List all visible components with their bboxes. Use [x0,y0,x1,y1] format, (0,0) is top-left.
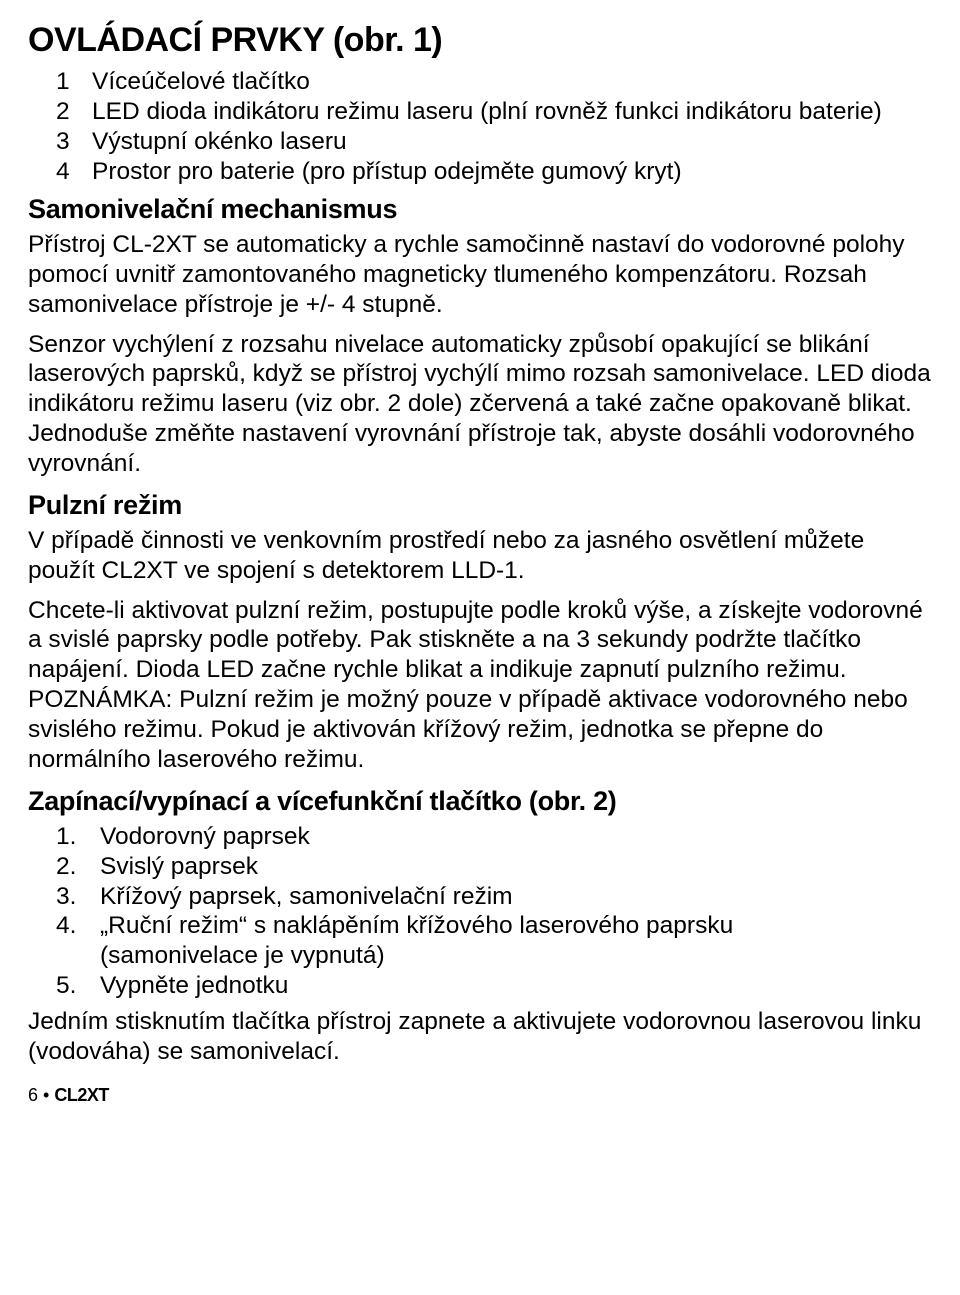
list-number: 4 [56,157,92,187]
paragraph: Jedním stisknutím tlačítka přístroj zapn… [28,1007,932,1067]
list-text: „Ruční režim“ s naklápěním křížového las… [100,911,932,941]
controls-list: 1 Víceúčelové tlačítko 2 LED dioda indik… [28,67,932,187]
list-text: Vodorovný paprsek [100,822,932,852]
list-item: 1. Vodorovný paprsek [28,822,932,852]
list-item: 3 Výstupní okénko laseru [28,127,932,157]
list-item: 3. Křížový paprsek, samonivelační režim [28,882,932,912]
list-text: Svislý paprsek [100,852,932,882]
list-text: Vypněte jednotku [100,971,932,1001]
list-number: 3. [56,882,100,912]
page-title: OVLÁDACÍ PRVKY (obr. 1) [28,20,932,61]
list-item: 2. Svislý paprsek [28,852,932,882]
list-item: (samonivelace je vypnutá) [28,941,932,971]
list-text: Prostor pro baterie (pro přístup odejmět… [92,157,932,187]
list-number: 4. [56,911,100,941]
footer-model: CL2XT [54,1085,109,1105]
list-number: 2. [56,852,100,882]
paragraph: Přístroj CL-2XT se automaticky a rychle … [28,230,932,320]
list-number: 5. [56,971,100,1001]
list-text: Křížový paprsek, samonivelační režim [100,882,932,912]
list-number: 3 [56,127,92,157]
list-text: Výstupní okénko laseru [92,127,932,157]
button-modes-list: 1. Vodorovný paprsek 2. Svislý paprsek 3… [28,822,932,1001]
list-item: 1 Víceúčelové tlačítko [28,67,932,97]
list-item: 4. „Ruční režim“ s naklápěním křížového … [28,911,932,941]
heading-selflevel: Samonivelační mechanismus [28,193,932,226]
list-number: 2 [56,97,92,127]
paragraph: Chcete-li aktivovat pulzní režim, postup… [28,596,932,775]
list-item: 5. Vypněte jednotku [28,971,932,1001]
list-text: LED dioda indikátoru režimu laseru (plní… [92,97,932,127]
list-number: 1 [56,67,92,97]
list-number [56,941,100,971]
paragraph: Senzor vychýlení z rozsahu nivelace auto… [28,330,932,479]
paragraph: V případě činnosti ve venkovním prostřed… [28,526,932,586]
page-footer: 6 • CL2XT [28,1085,932,1107]
heading-button: Zapínací/vypínací a vícefunkční tlačítko… [28,785,932,818]
list-text: (samonivelace je vypnutá) [100,941,932,971]
list-text: Víceúčelové tlačítko [92,67,932,97]
footer-page-number: 6 • [28,1085,54,1105]
heading-pulse: Pulzní režim [28,489,932,522]
list-item: 2 LED dioda indikátoru režimu laseru (pl… [28,97,932,127]
list-item: 4 Prostor pro baterie (pro přístup odejm… [28,157,932,187]
list-number: 1. [56,822,100,852]
